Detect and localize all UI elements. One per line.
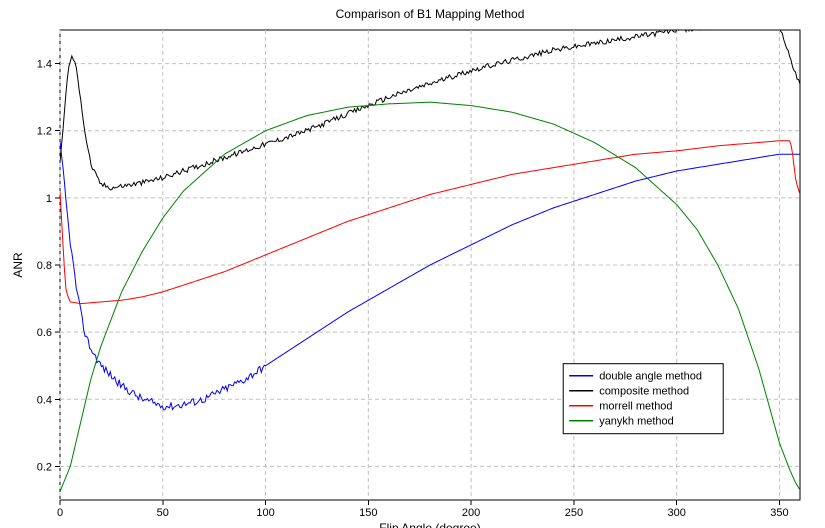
xtick-label: 250 (565, 507, 583, 519)
chart-bg (0, 0, 825, 528)
ytick-label: 0.4 (37, 394, 52, 406)
xtick-label: 350 (770, 507, 788, 519)
xtick-label: 300 (667, 507, 685, 519)
ytick-label: 1.4 (37, 59, 52, 71)
ytick-label: 0.8 (37, 260, 52, 272)
xtick-label: 100 (256, 507, 274, 519)
legend-label: composite method (599, 386, 689, 398)
ytick-label: 0.2 (37, 461, 52, 473)
legend-label: morrell method (599, 401, 672, 413)
x-axis-label: Flip Angle (degree) (379, 521, 480, 528)
xtick-label: 0 (57, 507, 63, 519)
xtick-label: 150 (359, 507, 377, 519)
ytick-label: 0.6 (37, 327, 52, 339)
xtick-label: 200 (462, 507, 480, 519)
legend-label: double angle method (599, 371, 702, 383)
ytick-label: 1 (46, 193, 52, 205)
y-axis-label: ANR (11, 252, 25, 278)
xtick-label: 50 (157, 507, 169, 519)
ytick-label: 1.2 (37, 126, 52, 138)
chart-title: Comparison of B1 Mapping Method (336, 7, 525, 21)
chart-svg: 0 50 100 150 200 250 300 350 0.2 0.4 0.6 0.8 1 1.2 1.4… (0, 0, 825, 528)
legend-label: yanykh method (599, 416, 674, 428)
chart-container: 0 50 100 150 200 250 300 350 0.2 0.4 0.6 0.8 1 1.2 1.4… (0, 0, 825, 528)
